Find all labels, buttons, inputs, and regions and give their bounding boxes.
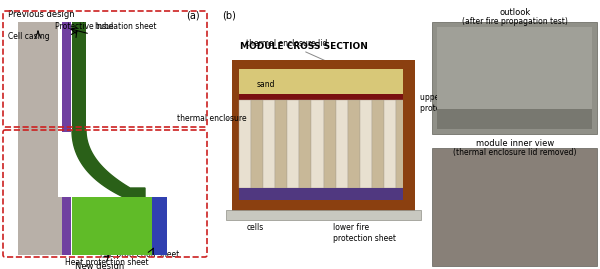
Bar bbox=[372, 100, 384, 188]
Bar bbox=[323, 100, 335, 188]
Bar bbox=[263, 100, 275, 188]
Bar bbox=[360, 100, 372, 188]
Text: (b): (b) bbox=[222, 10, 236, 20]
Bar bbox=[287, 100, 299, 188]
Text: New design: New design bbox=[76, 262, 125, 269]
Text: Cell casing: Cell casing bbox=[8, 32, 50, 41]
Text: Previous design: Previous design bbox=[8, 10, 74, 19]
Text: module inner view: module inner view bbox=[476, 139, 554, 148]
Bar bbox=[62, 22, 71, 132]
Bar bbox=[239, 100, 251, 188]
Bar bbox=[384, 100, 396, 188]
Text: outlook: outlook bbox=[499, 8, 530, 17]
Bar bbox=[396, 100, 408, 188]
Text: Protective tube: Protective tube bbox=[55, 22, 113, 31]
Bar bbox=[232, 60, 415, 69]
Bar bbox=[226, 210, 421, 220]
Bar bbox=[335, 100, 347, 188]
Bar bbox=[275, 100, 287, 188]
Bar bbox=[72, 197, 152, 255]
Text: Insulation sheet: Insulation sheet bbox=[95, 22, 157, 31]
Bar bbox=[432, 148, 597, 266]
Bar bbox=[432, 22, 597, 134]
Bar bbox=[347, 100, 360, 188]
Text: MODULE CROSS SECTION: MODULE CROSS SECTION bbox=[240, 42, 368, 51]
Bar bbox=[232, 60, 415, 215]
Bar bbox=[311, 100, 323, 188]
Bar bbox=[437, 27, 592, 109]
Text: thermal enclosure lid: thermal enclosure lid bbox=[246, 39, 330, 63]
Bar bbox=[18, 22, 58, 255]
Bar bbox=[18, 197, 62, 255]
Text: lower fire
protection sheet: lower fire protection sheet bbox=[332, 223, 395, 243]
Bar bbox=[239, 188, 408, 200]
Polygon shape bbox=[72, 130, 145, 200]
Bar bbox=[251, 100, 263, 188]
Text: thermal enclosure: thermal enclosure bbox=[177, 114, 247, 123]
Text: sand: sand bbox=[257, 80, 275, 89]
Text: upper fire
protection sheet: upper fire protection sheet bbox=[420, 93, 483, 114]
Bar bbox=[437, 109, 592, 129]
Bar bbox=[152, 197, 167, 255]
Text: cells: cells bbox=[247, 223, 264, 232]
Text: (after fire propagation test): (after fire propagation test) bbox=[462, 17, 568, 26]
Bar bbox=[239, 94, 408, 100]
Text: (a): (a) bbox=[187, 10, 200, 20]
Text: Heat protection sheet: Heat protection sheet bbox=[65, 258, 149, 267]
Bar bbox=[239, 67, 408, 94]
Bar bbox=[403, 69, 415, 208]
Bar bbox=[62, 197, 71, 255]
Text: Fire protection sheet: Fire protection sheet bbox=[100, 250, 179, 259]
Text: (thermal enclosure lid removed): (thermal enclosure lid removed) bbox=[453, 148, 577, 157]
Bar bbox=[72, 22, 86, 132]
Bar bbox=[299, 100, 311, 188]
